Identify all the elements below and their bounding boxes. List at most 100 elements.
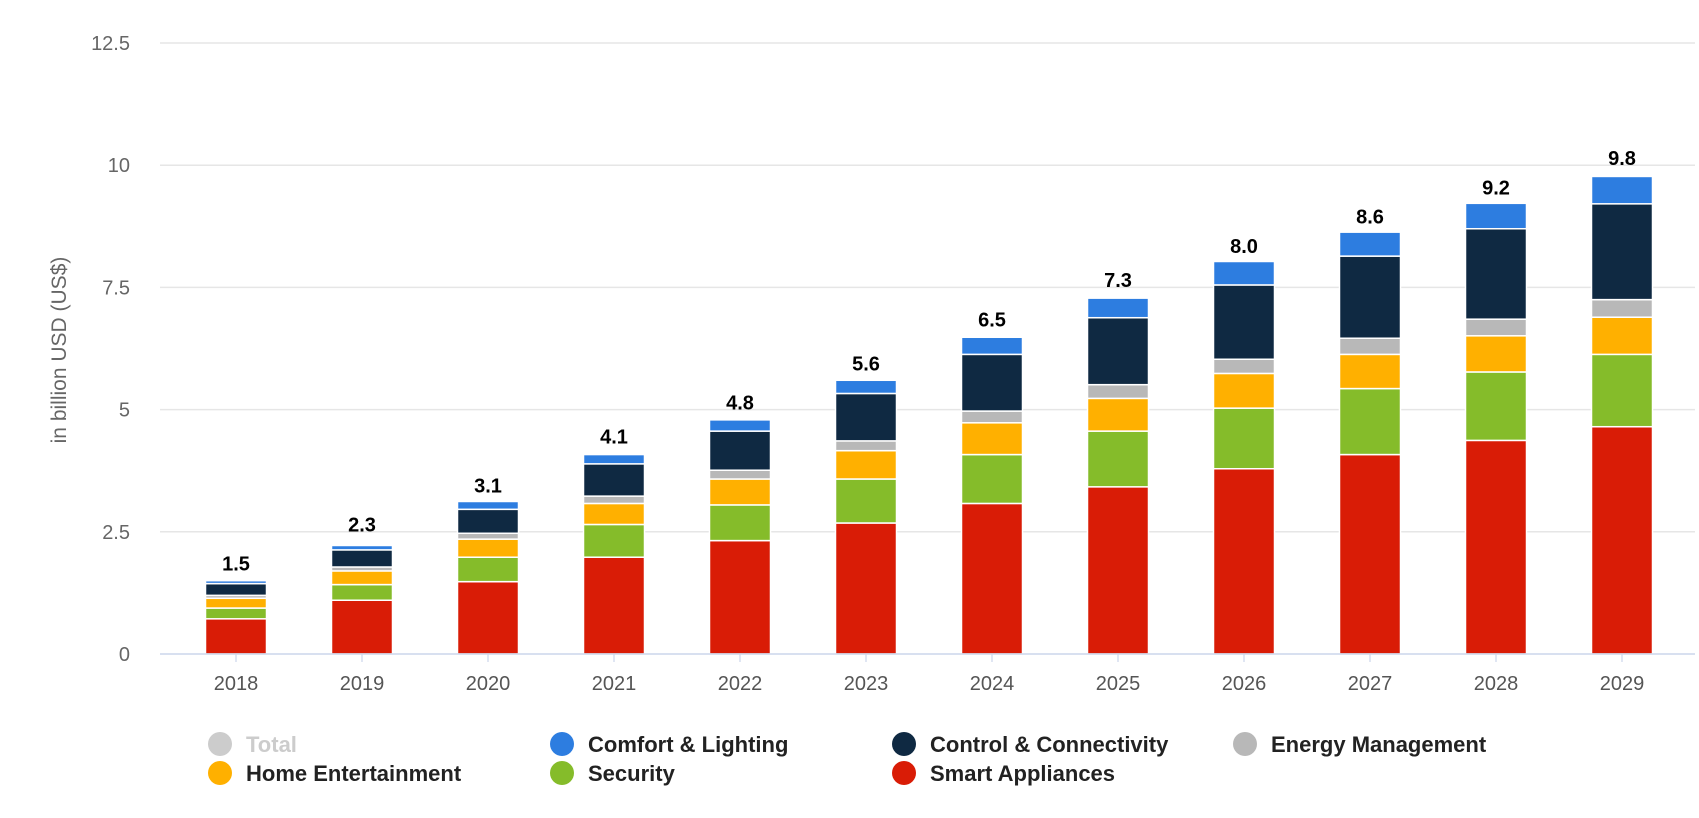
bar-segment-energy-management: [582, 495, 646, 505]
legend-label: Security: [588, 761, 676, 786]
legend: Total Comfort & Lighting Control & Connect…: [208, 732, 1487, 786]
bar-segment-home-entertainment: [960, 422, 1024, 456]
x-tick-label: 2021: [592, 673, 637, 695]
legend-label: Total: [246, 732, 297, 757]
bar-segment-comfort-lighting: [960, 336, 1024, 356]
bar-stack-2018: [204, 579, 268, 655]
bar-segment-comfort-lighting: [456, 500, 520, 511]
total-data-label: 7.3: [1104, 270, 1132, 292]
bar-segment-security: [204, 607, 268, 620]
bar-segment-energy-management: [456, 532, 520, 540]
total-data-label: 5.6: [852, 353, 880, 375]
gridlines: [160, 42, 1695, 533]
bar-stack-2026: [1212, 260, 1276, 655]
x-tick-label: 2025: [1096, 673, 1141, 695]
bar-segment-security: [1590, 353, 1654, 428]
bar-segment-control-connectivity: [960, 353, 1024, 412]
bar-stack-2029: [1590, 175, 1654, 655]
bar-stack-2020: [456, 500, 520, 655]
bar-segment-security: [1086, 430, 1150, 488]
bar-segment-energy-management: [1338, 337, 1402, 356]
legend-item-home-entertainment[interactable]: Home Entertainment: [208, 761, 462, 786]
bar-segment-control-connectivity: [582, 463, 646, 497]
legend-label: Comfort & Lighting: [588, 732, 788, 757]
bar-segment-control-connectivity: [330, 549, 394, 568]
bar-stack-2027: [1338, 231, 1402, 655]
bar-segment-control-connectivity: [708, 430, 772, 471]
total-data-label: 2.3: [348, 515, 376, 537]
y-axis-label: in billion USD (US$): [48, 257, 71, 444]
bar-segment-smart-appliances: [1338, 453, 1402, 655]
bar-segment-home-entertainment: [1086, 397, 1150, 432]
bar-segment-security: [834, 478, 898, 524]
y-tick-label: 12.5: [91, 33, 130, 55]
x-tick-label: 2027: [1348, 673, 1393, 695]
y-tick-label: 7.5: [102, 277, 130, 299]
bar-segment-smart-appliances: [1212, 467, 1276, 655]
bar-segment-smart-appliances: [330, 599, 394, 655]
bar-segment-home-entertainment: [834, 449, 898, 480]
bar-segment-smart-appliances: [456, 580, 520, 655]
x-tick-label: 2020: [466, 673, 511, 695]
total-data-label: 9.8: [1608, 148, 1636, 170]
bar-segment-smart-appliances: [1464, 439, 1528, 655]
bar-segment-energy-management: [708, 469, 772, 480]
legend-marker: [208, 761, 232, 785]
bar-segment-home-entertainment: [708, 478, 772, 506]
legend-marker: [892, 732, 916, 756]
bar-segment-energy-management: [834, 440, 898, 452]
legend-item-energy-management[interactable]: Energy Management: [1233, 732, 1487, 757]
x-tick-label: 2023: [844, 673, 889, 695]
bar-stack-2019: [330, 544, 394, 655]
bar-segment-home-entertainment: [1212, 372, 1276, 409]
x-tick-label: 2029: [1600, 673, 1645, 695]
bar-segment-home-entertainment: [456, 538, 520, 558]
legend-item-security[interactable]: Security: [550, 761, 676, 786]
bar-segment-comfort-lighting: [1212, 260, 1276, 286]
bar-segment-energy-management: [1590, 298, 1654, 318]
bar-segment-security: [330, 583, 394, 601]
bar-segment-security: [1464, 371, 1528, 442]
bar-segment-control-connectivity: [1590, 203, 1654, 301]
y-tick-label: 0: [119, 644, 130, 666]
total-data-label: 8.0: [1230, 236, 1258, 258]
legend-item-smart-appliances[interactable]: Smart Appliances: [892, 761, 1115, 786]
bar-segment-comfort-lighting: [1338, 231, 1402, 257]
legend-item-total[interactable]: Total: [208, 732, 297, 757]
legend-item-control-connectivity[interactable]: Control & Connectivity: [892, 732, 1169, 757]
bar-segment-home-entertainment: [582, 502, 646, 526]
bar-segment-comfort-lighting: [582, 453, 646, 465]
x-tick-label: 2028: [1474, 673, 1519, 695]
bar-segment-control-connectivity: [1464, 227, 1528, 320]
bar-segment-security: [1338, 387, 1402, 456]
legend-marker: [208, 732, 232, 756]
bar-segment-smart-appliances: [960, 502, 1024, 655]
legend-item-comfort-lighting[interactable]: Comfort & Lighting: [550, 732, 788, 757]
total-labels: 1.5 2.3 3.1 4.1 4.8 5.6 6.5 7.3 8.0 8.6 9.2 9.8: [222, 148, 1636, 576]
bar-stack-2021: [582, 453, 646, 655]
y-tick-label: 10: [108, 155, 130, 177]
bar-segment-comfort-lighting: [1086, 297, 1150, 319]
bar-segment-security: [582, 523, 646, 558]
legend-marker: [1233, 732, 1257, 756]
legend-label: Home Entertainment: [246, 761, 462, 786]
legend-label: Energy Management: [1271, 732, 1487, 757]
bar-segment-smart-appliances: [582, 556, 646, 655]
bar-segment-comfort-lighting: [204, 579, 268, 585]
bar-segment-smart-appliances: [1590, 425, 1654, 655]
bar-segment-smart-appliances: [708, 539, 772, 655]
legend-marker: [892, 761, 916, 785]
x-tick-label: 2018: [214, 673, 259, 695]
bars: [204, 175, 1654, 655]
bar-segment-control-connectivity: [1086, 316, 1150, 386]
bar-segment-energy-management: [960, 410, 1024, 424]
legend-label: Control & Connectivity: [930, 732, 1169, 757]
total-data-label: 6.5: [978, 309, 1006, 331]
total-data-label: 4.8: [726, 392, 754, 414]
bar-segment-control-connectivity: [1212, 284, 1276, 361]
bar-segment-comfort-lighting: [1590, 175, 1654, 205]
bar-segment-home-entertainment: [204, 597, 268, 609]
bar-stack-2022: [708, 419, 772, 655]
bar-segment-home-entertainment: [1338, 353, 1402, 390]
